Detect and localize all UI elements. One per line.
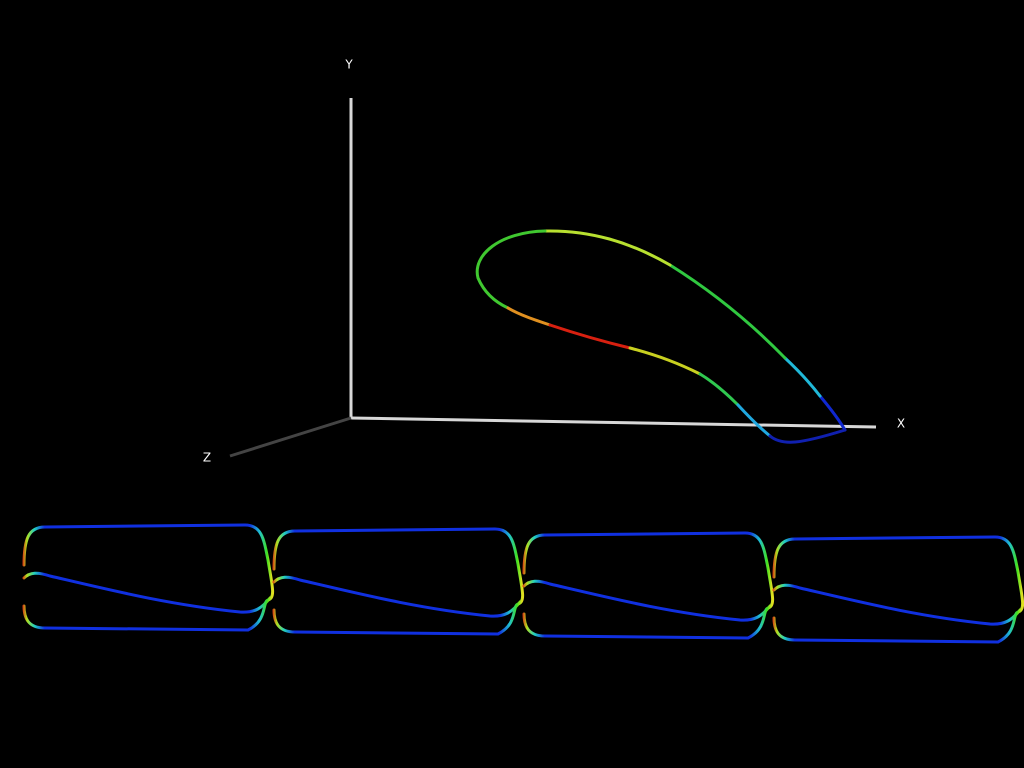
trace-cell bbox=[522, 531, 775, 640]
x-axis bbox=[350, 416, 877, 429]
phase-curve bbox=[475, 229, 847, 444]
time-trace bbox=[22, 523, 1024, 644]
z-axis bbox=[229, 416, 352, 458]
z-axis-label: Z bbox=[203, 451, 211, 465]
trace-cell bbox=[772, 535, 1024, 644]
trace-cell bbox=[22, 523, 275, 632]
trace-cell bbox=[272, 527, 525, 636]
x-axis-label: X bbox=[897, 417, 905, 431]
y-axis-label: Y bbox=[344, 58, 353, 72]
